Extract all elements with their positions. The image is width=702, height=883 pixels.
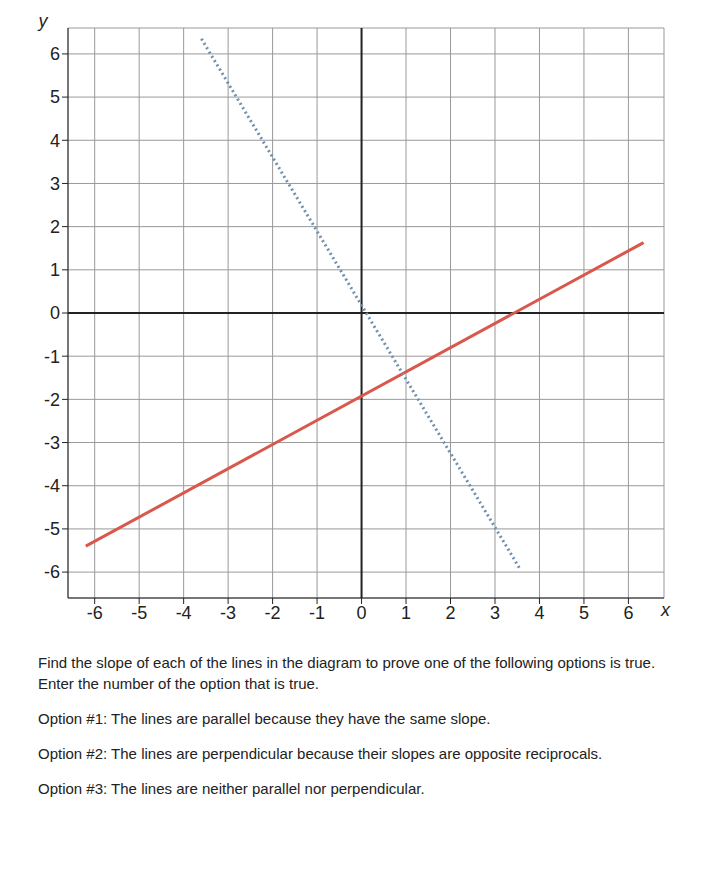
svg-text:2: 2 [445, 603, 455, 623]
svg-text:-3: -3 [220, 603, 236, 623]
svg-text:-4: -4 [44, 476, 60, 496]
svg-text:-2: -2 [44, 390, 60, 410]
svg-text:3: 3 [50, 174, 60, 194]
html-text:Option #3: The lines are neith: Option #3: The lines are neither paralle… [38, 780, 425, 797]
svg-text:5: 5 [50, 87, 60, 107]
svg-text:5: 5 [579, 603, 589, 623]
html-text:Find the slope of each of the: Find the slope of each of the lines in t… [38, 654, 655, 692]
svg-text:-6: -6 [87, 603, 103, 623]
svg-text:1: 1 [50, 260, 60, 280]
svg-text:4: 4 [534, 603, 544, 623]
svg-text:6: 6 [50, 44, 60, 64]
svg-text:2: 2 [50, 217, 60, 237]
svg-text:-3: -3 [44, 433, 60, 453]
svg-text:0: 0 [50, 303, 60, 323]
svg-text:x: x [660, 600, 671, 620]
svg-text:-5: -5 [131, 603, 147, 623]
svg-text:4: 4 [50, 131, 60, 151]
svg-text:1: 1 [401, 603, 411, 623]
svg-text:-1: -1 [309, 603, 325, 623]
svg-text:3: 3 [490, 603, 500, 623]
svg-text:-5: -5 [44, 519, 60, 539]
svg-text:y: y [37, 11, 49, 31]
svg-text:-2: -2 [265, 603, 281, 623]
html-text:Option #2: The lines are perpe: Option #2: The lines are perpendicular b… [38, 745, 603, 762]
html-text:Option #1: The lines are paral: Option #1: The lines are parallel becaus… [38, 710, 491, 727]
svg-text:0: 0 [357, 603, 367, 623]
svg-text:-4: -4 [176, 603, 192, 623]
svg-text:-1: -1 [44, 347, 60, 367]
svg-text:6: 6 [623, 603, 633, 623]
svg-text:-6: -6 [44, 562, 60, 582]
